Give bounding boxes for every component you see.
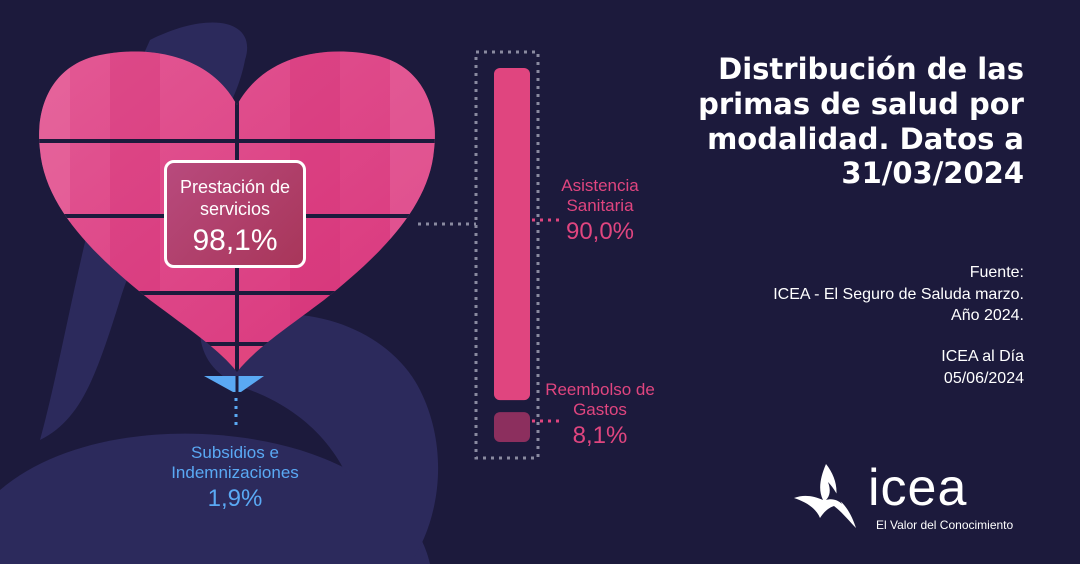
- prestacion-value: 98,1%: [192, 224, 278, 258]
- reembolso-label: Reembolso de Gastos 8,1%: [545, 380, 655, 450]
- subsidios-segment: [204, 376, 264, 392]
- prestacion-name: Prestación de servicios: [179, 177, 291, 219]
- reembolso-name: Reembolso de Gastos: [545, 380, 655, 419]
- source-line-3: Año 2024.: [951, 307, 1024, 325]
- source-line-2: ICEA - El Seguro de Saluda marzo.: [773, 285, 1024, 303]
- background-leaf-bottom: [0, 433, 430, 564]
- citation-note: ICEA al Día 05/06/2024: [724, 346, 1024, 389]
- brand-name: icea: [868, 459, 968, 517]
- reembolso-bar: [494, 412, 530, 442]
- asistencia-bar: [494, 68, 530, 401]
- brand-logo: icea El Valor del Conocimiento: [790, 460, 1050, 535]
- asistencia-label: Asistencia Sanitaria 90,0%: [545, 176, 655, 246]
- source-line-1: Fuente:: [969, 264, 1024, 281]
- citation-line-2: 05/06/2024: [943, 369, 1024, 387]
- citation-line-1: ICEA al Día: [941, 348, 1024, 365]
- reembolso-value: 8,1%: [572, 422, 628, 450]
- page-title: Distribución de las primas de salud por …: [698, 52, 1024, 191]
- subsidios-label: Subsidios e Indemnizaciones 1,9%: [150, 443, 320, 513]
- subsidios-name: Subsidios e Indemnizaciones: [171, 443, 299, 482]
- subsidios-value: 1,9%: [207, 485, 263, 513]
- breakdown-bars: [494, 68, 530, 442]
- asistencia-name: Asistencia Sanitaria: [561, 176, 639, 215]
- bracket-frame: [474, 50, 540, 460]
- prestacion-box: Prestación de servicios 98,1%: [164, 160, 306, 268]
- brand-tagline: El Valor del Conocimiento: [876, 518, 1014, 532]
- source-note: Fuente: ICEA - El Seguro de Saluda marzo…: [664, 262, 1024, 327]
- icea-logo-icon: [794, 464, 856, 528]
- asistencia-value: 90,0%: [565, 218, 635, 246]
